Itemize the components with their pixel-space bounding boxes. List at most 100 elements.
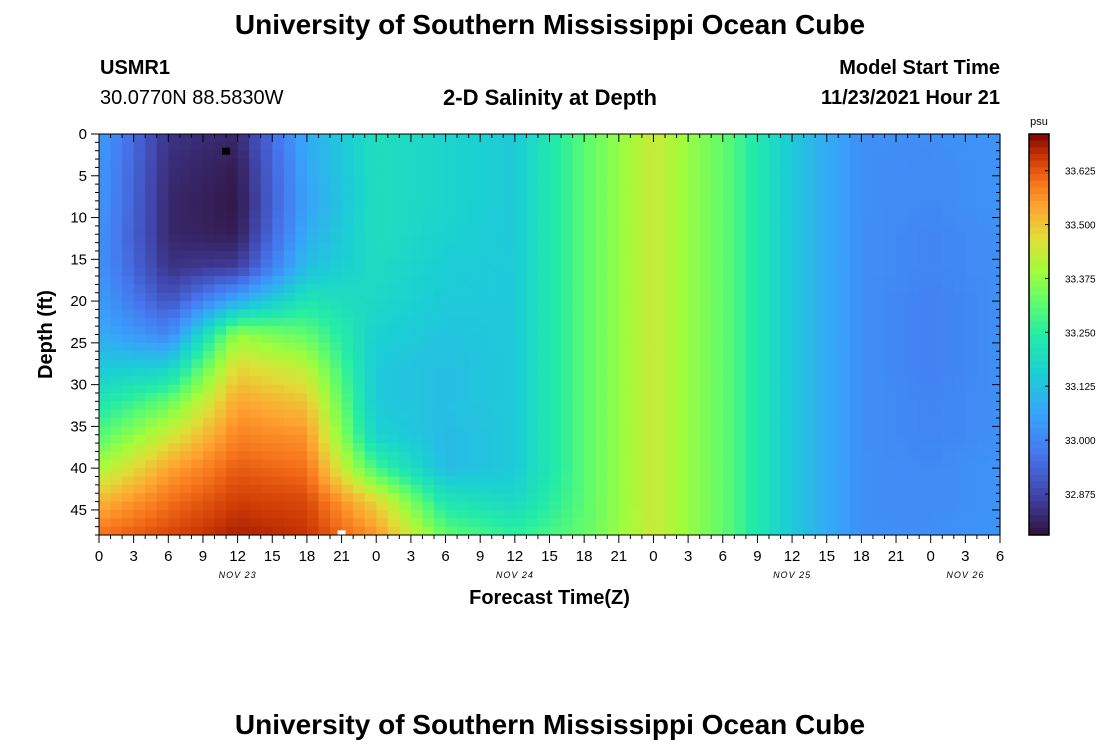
heatmap-cell	[561, 292, 574, 302]
heatmap-cell	[803, 493, 816, 503]
heatmap-cell	[549, 200, 562, 210]
heatmap-cell	[722, 443, 735, 453]
heatmap-cell	[457, 259, 470, 269]
heatmap-cell	[272, 418, 285, 427]
heatmap-cell	[260, 384, 273, 394]
heatmap-cell	[872, 409, 886, 419]
heatmap-cell	[919, 284, 932, 294]
heatmap-cell	[249, 426, 262, 436]
heatmap-cell	[202, 234, 216, 244]
heatmap-cell	[179, 317, 193, 327]
heatmap-cell	[792, 284, 805, 294]
heatmap-cell	[145, 518, 158, 528]
heatmap-cell	[896, 159, 909, 169]
heatmap-cell	[526, 301, 539, 311]
heatmap-cell	[133, 326, 146, 336]
heatmap-cell	[433, 443, 447, 453]
heatmap-cell	[168, 301, 181, 311]
heatmap-cell	[422, 292, 435, 302]
heatmap-cell	[283, 351, 296, 361]
heatmap-cell	[318, 134, 331, 143]
heatmap-cell	[353, 484, 366, 494]
heatmap-cell	[618, 392, 631, 402]
heatmap-cell	[561, 392, 574, 402]
heatmap-cell	[99, 242, 112, 252]
heatmap-cell	[214, 418, 227, 427]
heatmap-cell	[711, 526, 724, 536]
heatmap-cell	[387, 376, 400, 386]
heatmap-cell	[907, 426, 920, 436]
heatmap-cell	[872, 225, 886, 235]
heatmap-cell	[99, 225, 112, 235]
heatmap-cell	[376, 292, 389, 302]
heatmap-cell	[480, 134, 493, 143]
heatmap-cell	[353, 134, 366, 143]
heatmap-cell	[919, 200, 932, 210]
heatmap-cell	[849, 526, 862, 536]
heatmap-cell	[953, 142, 966, 152]
heatmap-cell	[572, 459, 585, 469]
heatmap-cell	[884, 392, 897, 402]
heatmap-cell	[595, 217, 608, 227]
heatmap-cell	[341, 443, 354, 453]
heatmap-cell	[364, 342, 377, 352]
heatmap-cell	[353, 434, 366, 444]
heatmap-cell	[179, 459, 193, 469]
heatmap-cell	[907, 476, 920, 486]
heatmap-cell	[145, 468, 158, 478]
heatmap-cell	[930, 309, 943, 319]
heatmap-cell	[202, 501, 216, 511]
heatmap-cell	[237, 167, 250, 177]
heatmap-cell	[607, 334, 620, 344]
heatmap-cell	[768, 309, 782, 319]
heatmap-cell	[249, 509, 262, 519]
heatmap-cell	[641, 150, 655, 160]
heatmap-cell	[896, 200, 909, 210]
heatmap-cell	[711, 142, 724, 152]
heatmap-cell	[976, 334, 990, 344]
heatmap-cell	[572, 134, 585, 143]
heatmap-cell	[306, 426, 320, 436]
heatmap-cell	[676, 267, 689, 277]
heatmap-cell	[133, 134, 146, 143]
heatmap-cell	[376, 309, 389, 319]
heatmap-cell	[122, 334, 135, 344]
heatmap-cell	[283, 225, 296, 235]
heatmap-cell	[815, 434, 828, 444]
heatmap-cell	[676, 225, 689, 235]
heatmap-cell	[306, 267, 320, 277]
heatmap-cell	[584, 518, 597, 528]
heatmap-cell	[653, 409, 666, 419]
heatmap-cell	[156, 401, 169, 411]
heatmap-cell	[976, 418, 990, 427]
heatmap-cell	[872, 142, 886, 152]
heatmap-cell	[815, 501, 828, 511]
heatmap-cell	[641, 284, 655, 294]
heatmap-cell	[330, 292, 343, 302]
heatmap-cell	[757, 359, 770, 369]
heatmap-cell	[537, 309, 551, 319]
heatmap-cell	[699, 434, 712, 444]
heatmap-cell	[526, 309, 539, 319]
heatmap-cell	[491, 150, 504, 160]
heatmap-cell	[699, 309, 712, 319]
heatmap-cell	[399, 167, 412, 177]
heatmap-cell	[457, 401, 470, 411]
heatmap-cell	[537, 217, 551, 227]
heatmap-cell	[226, 317, 239, 327]
heatmap-cell	[526, 317, 539, 327]
heatmap-cell	[202, 493, 216, 503]
heatmap-cell	[468, 301, 481, 311]
heatmap-cell	[260, 184, 273, 194]
heatmap-cell	[884, 292, 897, 302]
heatmap-cell	[584, 234, 597, 244]
heatmap-cell	[734, 468, 747, 478]
heatmap-cell	[122, 184, 135, 194]
heatmap-cell	[526, 376, 539, 386]
heatmap-cell	[815, 484, 828, 494]
heatmap-cell	[353, 376, 366, 386]
heatmap-cell	[156, 242, 169, 252]
heatmap-cell	[376, 242, 389, 252]
heatmap-cell	[237, 426, 250, 436]
